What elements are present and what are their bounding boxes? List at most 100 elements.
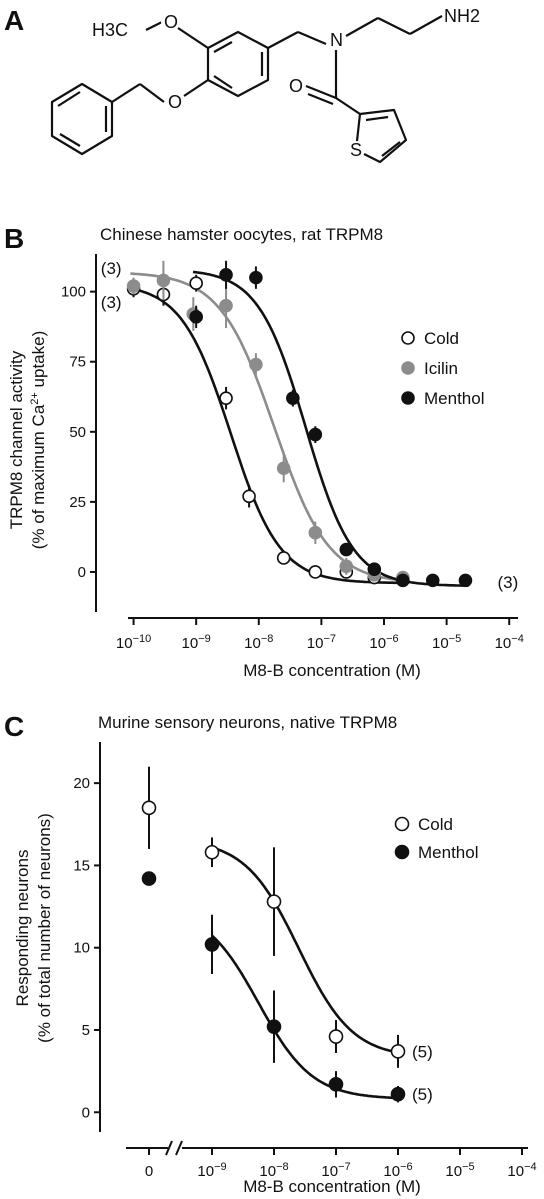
x-tick-label: 10−9 bbox=[182, 633, 211, 652]
legend-marker-menthol bbox=[394, 844, 410, 860]
n-annotation: (3) bbox=[101, 293, 122, 312]
data-point-icilin bbox=[156, 273, 171, 288]
chart-b-xlabel: M8-B concentration (M) bbox=[243, 661, 421, 680]
carbonyl-bond bbox=[305, 84, 337, 100]
chart-b-points bbox=[126, 260, 473, 588]
data-point-cold bbox=[189, 276, 203, 291]
y-tick-label: 25 bbox=[69, 494, 86, 511]
methoxy-label: H3C bbox=[92, 20, 128, 40]
chart-c-annotations: (5) (5) bbox=[412, 1042, 433, 1104]
x-tick-label: 10−5 bbox=[432, 633, 461, 652]
data-point-cold bbox=[141, 800, 157, 816]
n-annotation: (3) bbox=[497, 573, 518, 592]
data-point-menthol bbox=[390, 1086, 406, 1102]
atom-label: O bbox=[168, 92, 182, 112]
y-axis-label-line1: Responding neurons bbox=[13, 850, 32, 1007]
n-annotation: (5) bbox=[412, 1085, 433, 1104]
legend-label-cold: Cold bbox=[424, 329, 459, 348]
fit-curve-icilin bbox=[130, 272, 407, 582]
chart-b-title: Chinese hamster oocytes, rat TRPM8 bbox=[100, 225, 383, 244]
data-point-icilin bbox=[308, 525, 323, 540]
data-point-cold bbox=[276, 551, 291, 565]
y-tick-label: 15 bbox=[73, 857, 90, 874]
axis-break-mark bbox=[165, 1140, 173, 1156]
aromatic-bond bbox=[365, 115, 389, 122]
data-point-cold bbox=[328, 1029, 344, 1044]
fit-curve-menthol bbox=[192, 270, 469, 587]
n-annotation: (5) bbox=[412, 1042, 433, 1061]
legend-marker-cold bbox=[401, 331, 415, 345]
data-point-icilin bbox=[249, 357, 263, 372]
axis-break-mark bbox=[175, 1140, 183, 1156]
x-tick-label: 10−7 bbox=[307, 633, 336, 652]
data-point-menthol bbox=[458, 573, 473, 588]
chart-c-legend: Cold Menthol bbox=[394, 815, 478, 862]
data-point-menthol bbox=[249, 270, 263, 285]
panel-a: A bbox=[4, 5, 480, 164]
x-tick-label: 10−6 bbox=[369, 633, 398, 652]
atom-label: O bbox=[289, 76, 303, 96]
panel-c: C Murine sensory neurons, native TRPM8 R… bbox=[4, 711, 537, 1196]
bond bbox=[377, 17, 411, 35]
bond bbox=[409, 15, 443, 35]
data-point-menthol bbox=[189, 310, 203, 324]
legend-marker-menthol bbox=[401, 391, 415, 405]
data-point-icilin bbox=[126, 279, 141, 293]
data-point-menthol bbox=[367, 562, 382, 576]
bond bbox=[267, 31, 299, 49]
chart-c-fits bbox=[211, 846, 399, 1100]
data-point-menthol bbox=[328, 1076, 344, 1092]
data-point-menthol bbox=[339, 542, 354, 557]
data-point-menthol bbox=[308, 427, 323, 442]
x-tick-label: 10−10 bbox=[116, 633, 151, 652]
legend-marker-icilin bbox=[401, 361, 415, 375]
data-point-cold bbox=[219, 391, 233, 405]
legend-label-menthol: Menthol bbox=[424, 389, 484, 408]
bond bbox=[345, 17, 379, 37]
fit-curve-cold bbox=[130, 287, 406, 585]
atom-labels: O O N O S H3C NH2 bbox=[92, 6, 480, 160]
panel-letter-a: A bbox=[4, 5, 24, 36]
legend-marker-cold bbox=[394, 816, 410, 832]
panel-b: B Chinese hamster oocytes, rat TRPM8 TRP… bbox=[4, 223, 524, 680]
chart-b-legend: Cold Icilin Menthol bbox=[401, 329, 484, 408]
x-tick-label: 10−9 bbox=[197, 1161, 226, 1180]
bond bbox=[111, 83, 141, 103]
n-annotation: (3) bbox=[101, 259, 122, 278]
y-axis-label-line1: TRPM8 channel activity bbox=[7, 350, 26, 529]
bond bbox=[139, 83, 165, 103]
fit-curve-menthol bbox=[211, 934, 399, 1100]
data-point-menthol bbox=[425, 573, 440, 588]
y-tick-label: 5 bbox=[82, 1022, 90, 1039]
data-point-menthol bbox=[286, 391, 300, 405]
bond bbox=[183, 79, 209, 97]
y-tick-label: 50 bbox=[69, 424, 86, 441]
legend-label-icilin: Icilin bbox=[424, 359, 458, 378]
data-point-menthol bbox=[204, 937, 220, 952]
y-axis-label-line2: (% of maximum Ca2+ uptake) bbox=[29, 331, 48, 550]
chart-b-axes: 0 25 50 75 100 10−10 10−9 10−8 10−7 10−6 10−5 10−4 bbox=[61, 254, 524, 652]
y-tick-label: 0 bbox=[82, 1104, 90, 1121]
panel-letter-b: B bbox=[4, 223, 24, 254]
atom-label: S bbox=[350, 140, 362, 160]
panel-letter-c: C bbox=[4, 711, 24, 742]
x-tick-label: 10−4 bbox=[507, 1161, 536, 1180]
chart-c-ylabel: Responding neurons (% of total number of… bbox=[13, 813, 54, 1043]
data-point-menthol bbox=[266, 1019, 282, 1034]
chart-c-xlabel: M8-B concentration (M) bbox=[243, 1177, 421, 1196]
x-tick-label: 10−8 bbox=[244, 633, 273, 652]
benzene-ring-central bbox=[206, 30, 270, 98]
carbonyl-bond bbox=[307, 92, 334, 106]
y-tick-label: 20 bbox=[73, 775, 90, 792]
chart-b-ylabel: TRPM8 channel activity (% of maximum Ca2… bbox=[7, 331, 48, 550]
aromatic-bond bbox=[59, 133, 81, 147]
x-tick-label: 0 bbox=[145, 1163, 153, 1180]
chart-c-title: Murine sensory neurons, native TRPM8 bbox=[98, 713, 397, 732]
y-tick-label: 10 bbox=[73, 940, 90, 957]
y-tick-label: 0 bbox=[78, 564, 86, 581]
legend-label-cold: Cold bbox=[418, 815, 453, 834]
data-point-icilin bbox=[339, 559, 354, 574]
x-tick-label: 10−5 bbox=[445, 1161, 474, 1180]
